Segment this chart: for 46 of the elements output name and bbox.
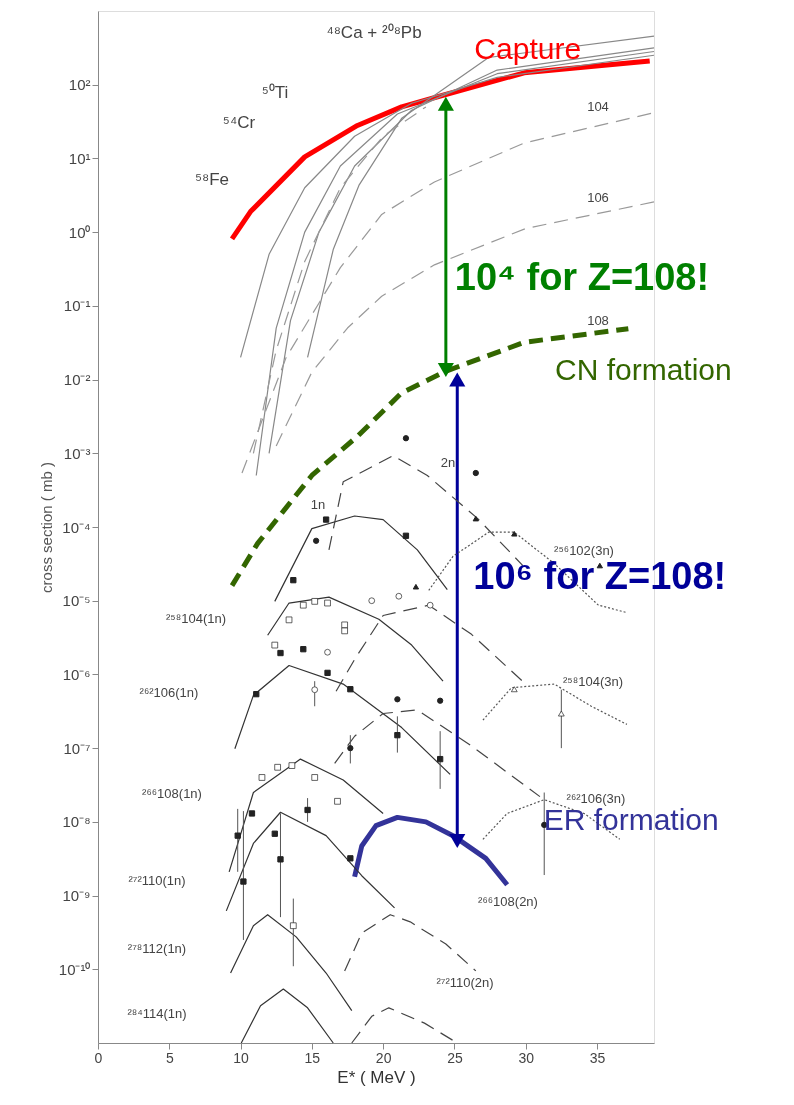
x-tick-label: 35 (589, 1049, 606, 1066)
x-tick-label: 25 (447, 1049, 463, 1066)
y-tick-label: 10⁻¹⁰ (58, 960, 91, 978)
annotation: ²⁶²106(1n) (139, 685, 199, 700)
series-label: 10⁴ for Z=108! (454, 255, 710, 298)
y-tick-label: 10⁻⁵ (62, 592, 91, 610)
annotation: 2n (440, 455, 456, 470)
x-tick-label: 0 (94, 1049, 103, 1066)
x-tick-label: 5 (165, 1049, 174, 1066)
x-tick-label: 15 (304, 1049, 321, 1066)
y-tick-label: 10⁻⁸ (62, 813, 91, 831)
y-tick-label: 10¹ (68, 149, 91, 167)
annotation: ²⁷²110(1n) (128, 873, 186, 888)
y-axis-title: cross section ( mb ) (37, 462, 55, 593)
annotation: 1n (310, 497, 326, 512)
y-tick-label: 10⁻² (63, 371, 91, 389)
y-tick-label: 10⁻⁴ (62, 518, 91, 536)
annotation: ²⁶⁶108(1n) (142, 786, 202, 801)
annotation: ²⁷⁸112(1n) (127, 941, 187, 956)
annotation: ²⁶⁶108(2n) (478, 894, 538, 909)
y-tick-label: 10⁻⁷ (63, 739, 91, 757)
annotation: ⁵⁸Fe (194, 170, 230, 189)
y-tick-label: 10⁻¹ (63, 297, 91, 315)
annotation: ⁵⁴Cr (222, 113, 256, 132)
annotation: ²⁶²106(3n) (566, 791, 626, 806)
annotation: 106 (587, 190, 609, 205)
series-label: CN formation (554, 352, 732, 386)
annotation: ²⁷²110(2n) (436, 975, 494, 990)
annotation: 108 (587, 313, 609, 328)
y-tick-label: 10⁻³ (63, 444, 91, 462)
annotation: 104 (587, 99, 609, 114)
y-tick-label: 10⁰ (68, 223, 91, 241)
series-label: Capture (474, 31, 582, 65)
annotation: ²⁵⁸104(1n) (165, 611, 227, 626)
annotation: ⁴⁸Ca + ²⁰⁸Pb (326, 23, 422, 42)
x-axis-title: E* ( MeV ) (337, 1067, 416, 1087)
annotation: ²⁵⁸104(3n) (562, 674, 624, 689)
x-tick-label: 10 (233, 1049, 250, 1066)
x-tick-label: 30 (518, 1049, 535, 1066)
x-tick-label: 20 (375, 1049, 392, 1066)
y-tick-label: 10⁻⁹ (62, 887, 91, 905)
y-tick-label: 10² (68, 76, 91, 94)
annotation: ²⁵⁶102(3n) (554, 543, 614, 558)
annotation: ⁵⁰Ti (261, 83, 289, 102)
annotation: ²⁸⁴114(1n) (127, 1006, 187, 1021)
y-tick-label: 10⁻⁶ (62, 665, 91, 683)
